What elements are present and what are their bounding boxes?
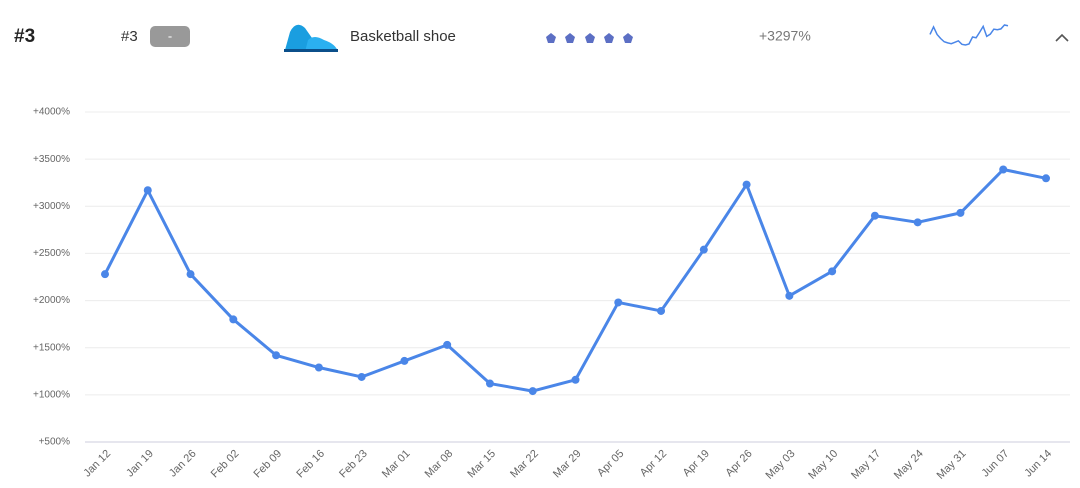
y-tick-label: +1500% [33,342,70,353]
x-tick-label: Jun 14 [1022,448,1054,480]
point [614,298,623,307]
x-tick-label: Apr 05 [595,448,626,479]
point [785,291,794,300]
point [101,270,109,279]
product-icon [284,24,338,52]
growth: +3297% [759,28,811,44]
point [1042,174,1050,183]
y-tick-label: +2500% [33,248,70,259]
x-tick-label: Mar 29 [551,448,584,481]
point [272,351,281,360]
x-tick-label: Mar 08 [423,448,456,481]
change-badge [150,26,190,47]
point [314,363,323,372]
x-tick-label: Feb 02 [209,448,242,481]
point [956,208,965,217]
x-tick-label: May 03 [764,448,798,482]
y-tick-label: +3000% [33,201,70,212]
point [913,218,922,227]
x-tick-label: Apr 26 [723,448,754,479]
point [828,267,837,276]
product-name: Basketball shoe [350,28,456,45]
x-tick-label: Apr 12 [638,448,669,479]
x-tick-label: Feb 23 [337,448,370,481]
sparkline [929,24,1009,46]
x-tick-label: May 17 [849,448,883,482]
point [528,387,537,396]
x-tick-label: May 24 [892,448,926,482]
x-tick-label: May 10 [806,448,840,482]
point [186,270,195,279]
y-tick-label: +2000% [33,295,70,306]
position: #3 [121,28,138,45]
point [999,165,1008,174]
x-tick-label: Jan 26 [167,448,199,480]
y-tick-label: +4000% [33,107,70,118]
point [443,340,452,349]
x-tick-label: May 31 [935,448,969,482]
x-tick-label: Feb 16 [294,448,327,481]
point [699,245,708,254]
x-tick-label: Mar 22 [508,448,541,481]
collapse-caret[interactable] [1055,33,1069,42]
point [229,315,238,324]
point [657,306,666,315]
rank: #3 [14,26,35,47]
point [400,356,409,365]
x-tick-label: Jun 07 [980,448,1012,480]
x-tick-label: Feb 09 [252,448,285,481]
point [143,186,152,195]
point [571,375,580,384]
point [485,379,494,388]
x-tick-label: Mar 15 [465,448,498,481]
x-tick-label: Jan 19 [124,448,156,480]
point [742,180,751,189]
point [357,372,366,381]
line [103,168,1047,393]
y-tick-label: +1000% [33,389,70,400]
y-tick-label: +3500% [33,154,70,165]
y-tick-label: +500% [39,437,71,448]
x-tick-label: Mar 01 [380,448,413,481]
x-tick-label: Apr 19 [681,448,712,479]
x-tick-label: Jan 12 [81,448,113,480]
change: - [168,28,172,43]
rating-icons [546,33,633,43]
point [870,211,879,220]
